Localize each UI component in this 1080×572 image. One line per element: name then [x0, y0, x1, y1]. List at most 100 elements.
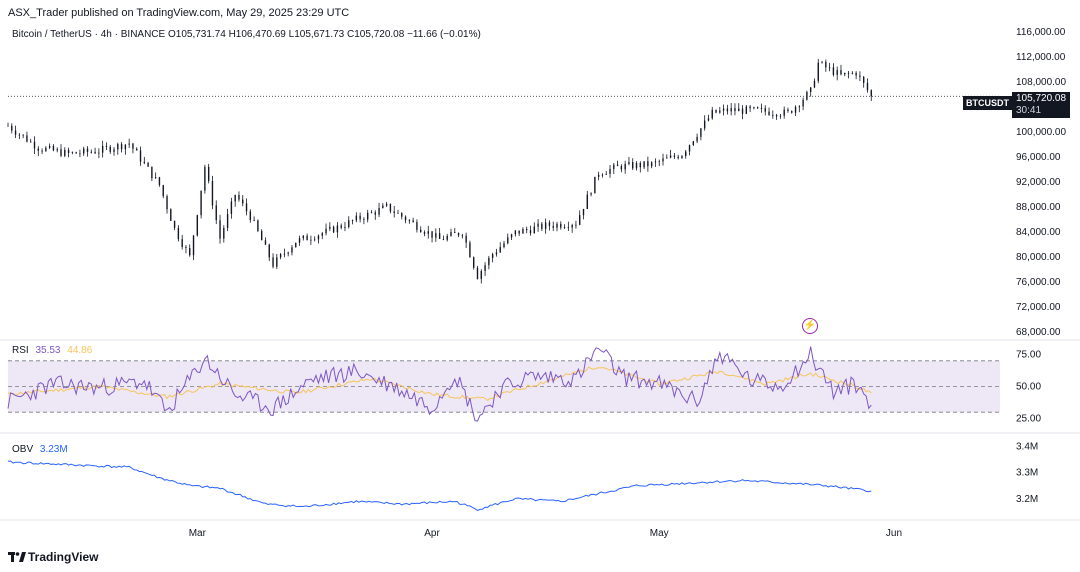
price-candle [548, 222, 551, 227]
price-candle [279, 254, 282, 258]
price-candle [499, 247, 501, 253]
price-candle [677, 156, 679, 159]
price-candle [423, 232, 426, 234]
price-candle [594, 176, 596, 194]
price-candle [851, 72, 854, 74]
price-candle [332, 226, 335, 233]
price-candle [772, 115, 774, 116]
price-candle [575, 224, 577, 226]
price-candle [628, 162, 630, 165]
price-candle [541, 223, 543, 229]
price-candle [798, 106, 801, 108]
price-candle [101, 145, 104, 153]
obv-line [7, 460, 872, 511]
price-candle [700, 128, 702, 137]
symbol-tag: BTCUSDT [963, 93, 1012, 111]
lightning-circle-icon[interactable]: ⚡ [802, 318, 818, 334]
price-candle [298, 238, 301, 243]
price-candle [707, 118, 710, 121]
price-candle [79, 153, 81, 155]
price-candle [412, 220, 414, 223]
price-candle [756, 107, 759, 109]
price-candle [427, 231, 429, 234]
price-candle [45, 147, 47, 151]
price-candle [503, 243, 505, 248]
price-candle [189, 247, 191, 256]
price-candle [480, 271, 482, 279]
price-candle [514, 230, 517, 235]
time-axis-tick: Apr [424, 528, 440, 539]
obv-legend[interactable]: OBV 3.23M [12, 444, 68, 455]
price-candle [461, 235, 464, 237]
price-axis-tick: 84,000.00 [1016, 227, 1061, 238]
price-candle [624, 164, 626, 170]
price-candle [295, 242, 297, 248]
price-candle [226, 214, 229, 229]
price-axis-tick: 100,000.00 [1016, 127, 1066, 138]
price-candle [844, 72, 846, 75]
price-candle [60, 149, 62, 156]
price-candle [313, 239, 316, 241]
price-candle [41, 150, 43, 152]
price-candle [378, 208, 380, 215]
symbol-ohlc-line[interactable]: Bitcoin / TetherUS · 4h · BINANCE O105,7… [12, 29, 481, 40]
price-candle [147, 162, 149, 167]
price-candle [847, 72, 850, 74]
price-candle [223, 228, 225, 239]
price-candle [7, 125, 9, 127]
price-candle [563, 227, 566, 228]
price-candle [753, 107, 755, 109]
price-candle [832, 67, 835, 75]
rsi-legend[interactable]: RSI 35.53 44.86 [12, 345, 92, 356]
price-candle [734, 108, 736, 112]
price-candle [836, 70, 838, 75]
price-axis-tick: 112,000.00 [1016, 52, 1066, 63]
price-candle [253, 220, 255, 221]
price-candle [181, 239, 183, 247]
price-candle [389, 203, 392, 212]
tradingview-logo[interactable]: TradingView [8, 550, 98, 564]
price-candle [855, 72, 857, 76]
price-candle [859, 75, 861, 77]
price-candle [454, 232, 456, 234]
price-candle [325, 228, 327, 234]
price-candle [397, 212, 399, 214]
price-candle [821, 61, 823, 63]
price-candle [666, 157, 668, 159]
price-candle [272, 257, 274, 267]
price-candle [647, 161, 649, 167]
price-candle [669, 155, 672, 158]
price-candle [457, 233, 460, 236]
price-candle [268, 244, 270, 258]
price-candle [64, 149, 66, 156]
price-candle [567, 227, 570, 228]
rsi-axis-tick: 25.00 [1016, 414, 1041, 425]
price-axis-tick: 80,000.00 [1016, 252, 1061, 263]
price-candle [662, 158, 664, 162]
price-candle [726, 108, 729, 112]
price-candle [802, 99, 804, 107]
price-candle [768, 111, 770, 116]
price-candle [870, 90, 872, 97]
price-candle [359, 215, 361, 220]
price-candle [154, 177, 157, 179]
price-candle [26, 135, 28, 142]
price-candle [809, 87, 812, 92]
price-candle [775, 115, 778, 117]
price-candle [139, 150, 142, 162]
price-candle [196, 215, 199, 236]
price-candle [302, 235, 305, 239]
price-candle [143, 161, 146, 163]
price-axis-tick: 76,000.00 [1016, 277, 1061, 288]
rsi-line [7, 346, 872, 422]
price-candle [385, 203, 388, 206]
price-candle [170, 209, 172, 221]
price-candle [230, 201, 233, 215]
price-candle [529, 230, 532, 234]
price-candle [431, 231, 433, 238]
price-candle [571, 225, 573, 228]
price-candle [522, 229, 524, 234]
price-candle [586, 194, 588, 209]
price-candle [257, 220, 259, 231]
